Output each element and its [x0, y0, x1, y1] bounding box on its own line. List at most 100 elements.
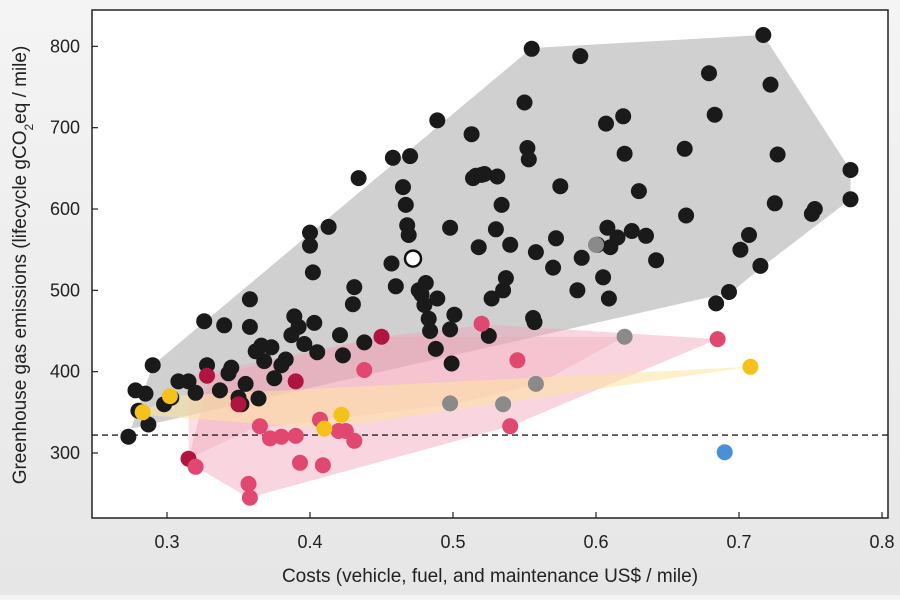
data-point-black-57	[416, 297, 433, 313]
point-layer	[120, 27, 859, 506]
data-point-white-1	[403, 249, 423, 268]
data-point-black-106	[638, 227, 654, 244]
data-point-black-14	[211, 382, 228, 399]
x-tick-label: 0.3	[154, 532, 179, 552]
y-axis: 300 400 500 600 700 800	[50, 36, 98, 463]
data-point-yellow-2	[161, 388, 178, 405]
x-tick-label: 0.7	[726, 532, 751, 552]
hull-region-1	[128, 35, 851, 437]
data-point-black-85	[523, 40, 540, 57]
data-point-black-24	[250, 390, 267, 407]
data-point-black-60	[422, 323, 439, 339]
data-point-yellow-4	[333, 406, 350, 423]
data-point-black-122	[806, 201, 823, 217]
data-point-pink-14	[356, 362, 373, 378]
data-point-black-5	[140, 416, 157, 433]
data-point-pink-13	[346, 432, 363, 449]
data-point-crimson-3	[230, 396, 247, 413]
data-point-black-40	[320, 218, 337, 235]
data-point-gray-2	[495, 396, 512, 413]
data-point-black-88	[527, 244, 544, 261]
x-tick-label: 0.5	[440, 532, 465, 552]
data-point-crimson-5	[373, 328, 390, 345]
data-point-gray-1	[442, 395, 459, 412]
data-point-black-64	[442, 219, 459, 236]
data-point-yellow-3	[316, 420, 333, 437]
data-point-black-42	[334, 347, 351, 364]
data-point-black-44	[346, 279, 363, 296]
y-tick-label: 700	[50, 118, 80, 138]
data-point-black-92	[569, 282, 586, 299]
data-point-black-110	[701, 65, 717, 82]
data-point-pink-18	[709, 331, 726, 348]
data-point-black-105	[630, 183, 647, 200]
data-point-black-4	[137, 385, 154, 402]
data-point-gray-5	[616, 328, 633, 345]
data-point-pink-17	[509, 352, 526, 369]
data-point-black-11	[187, 384, 204, 401]
data-point-black-27	[263, 339, 280, 356]
data-point-black-58	[417, 275, 434, 291]
data-point-black-66	[443, 355, 460, 372]
data-point-black-35	[302, 237, 318, 254]
data-point-black-39	[309, 344, 326, 361]
data-point-black-87	[526, 314, 543, 331]
y-tick-label: 500	[50, 280, 80, 300]
data-point-black-33	[290, 318, 307, 335]
data-point-black-43	[344, 296, 361, 313]
data-point-pink-3	[241, 489, 258, 506]
data-point-black-90	[548, 230, 564, 247]
y-axis-label-main: Greenhouse gas emissions (lifecycle gCO	[10, 131, 31, 485]
y-tick-label: 300	[50, 443, 80, 463]
data-point-pink-1	[187, 458, 204, 475]
data-point-black-104	[623, 223, 640, 239]
data-point-pink-10	[314, 457, 331, 474]
y-axis-label: Greenhouse gas emissions (lifecycle gCO2…	[10, 46, 36, 485]
data-point-black-1	[120, 428, 137, 445]
data-point-black-46	[356, 334, 373, 351]
data-point-black-97	[598, 115, 614, 132]
data-point-black-119	[766, 195, 783, 212]
data-point-yellow-1	[134, 404, 151, 421]
data-point-black-78	[493, 196, 510, 213]
data-point-black-79	[495, 282, 512, 299]
data-point-black-102	[615, 108, 632, 125]
data-point-black-62	[429, 290, 446, 307]
data-point-black-6	[144, 357, 161, 374]
data-point-black-38	[306, 314, 323, 331]
data-point-black-73	[476, 166, 493, 182]
data-point-black-65	[442, 321, 459, 338]
data-point-black-41	[332, 327, 348, 344]
data-point-black-76	[487, 221, 504, 238]
data-point-black-47	[383, 255, 400, 272]
data-point-black-21	[241, 291, 258, 308]
data-point-black-99	[600, 290, 617, 307]
data-point-black-91	[552, 178, 569, 195]
y-tick-label: 400	[50, 362, 80, 382]
data-point-black-109	[678, 207, 695, 224]
data-point-pink-8	[292, 454, 308, 471]
data-point-black-59	[420, 310, 437, 327]
data-point-black-98	[599, 219, 616, 236]
y-tick-label: 800	[50, 36, 80, 56]
data-point-black-61	[427, 340, 444, 357]
data-point-black-82	[516, 94, 533, 111]
data-point-black-71	[470, 239, 487, 256]
data-point-black-115	[741, 227, 757, 243]
data-point-black-108	[676, 140, 693, 157]
x-tick-label: 0.4	[297, 532, 322, 552]
data-point-black-120	[769, 146, 786, 163]
data-point-black-113	[721, 284, 737, 300]
x-axis-label: Costs (vehicle, fuel, and maintenance US…	[282, 566, 698, 587]
data-point-black-50	[395, 179, 411, 196]
data-point-pink-4	[251, 418, 268, 435]
data-point-crimson-2	[199, 367, 215, 384]
data-point-black-54	[402, 148, 419, 165]
data-point-black-26	[256, 353, 273, 370]
x-tick-label: 0.8	[869, 532, 894, 552]
plot-frame	[91, 9, 889, 519]
data-point-black-94	[573, 249, 590, 266]
data-point-black-51	[397, 196, 414, 213]
